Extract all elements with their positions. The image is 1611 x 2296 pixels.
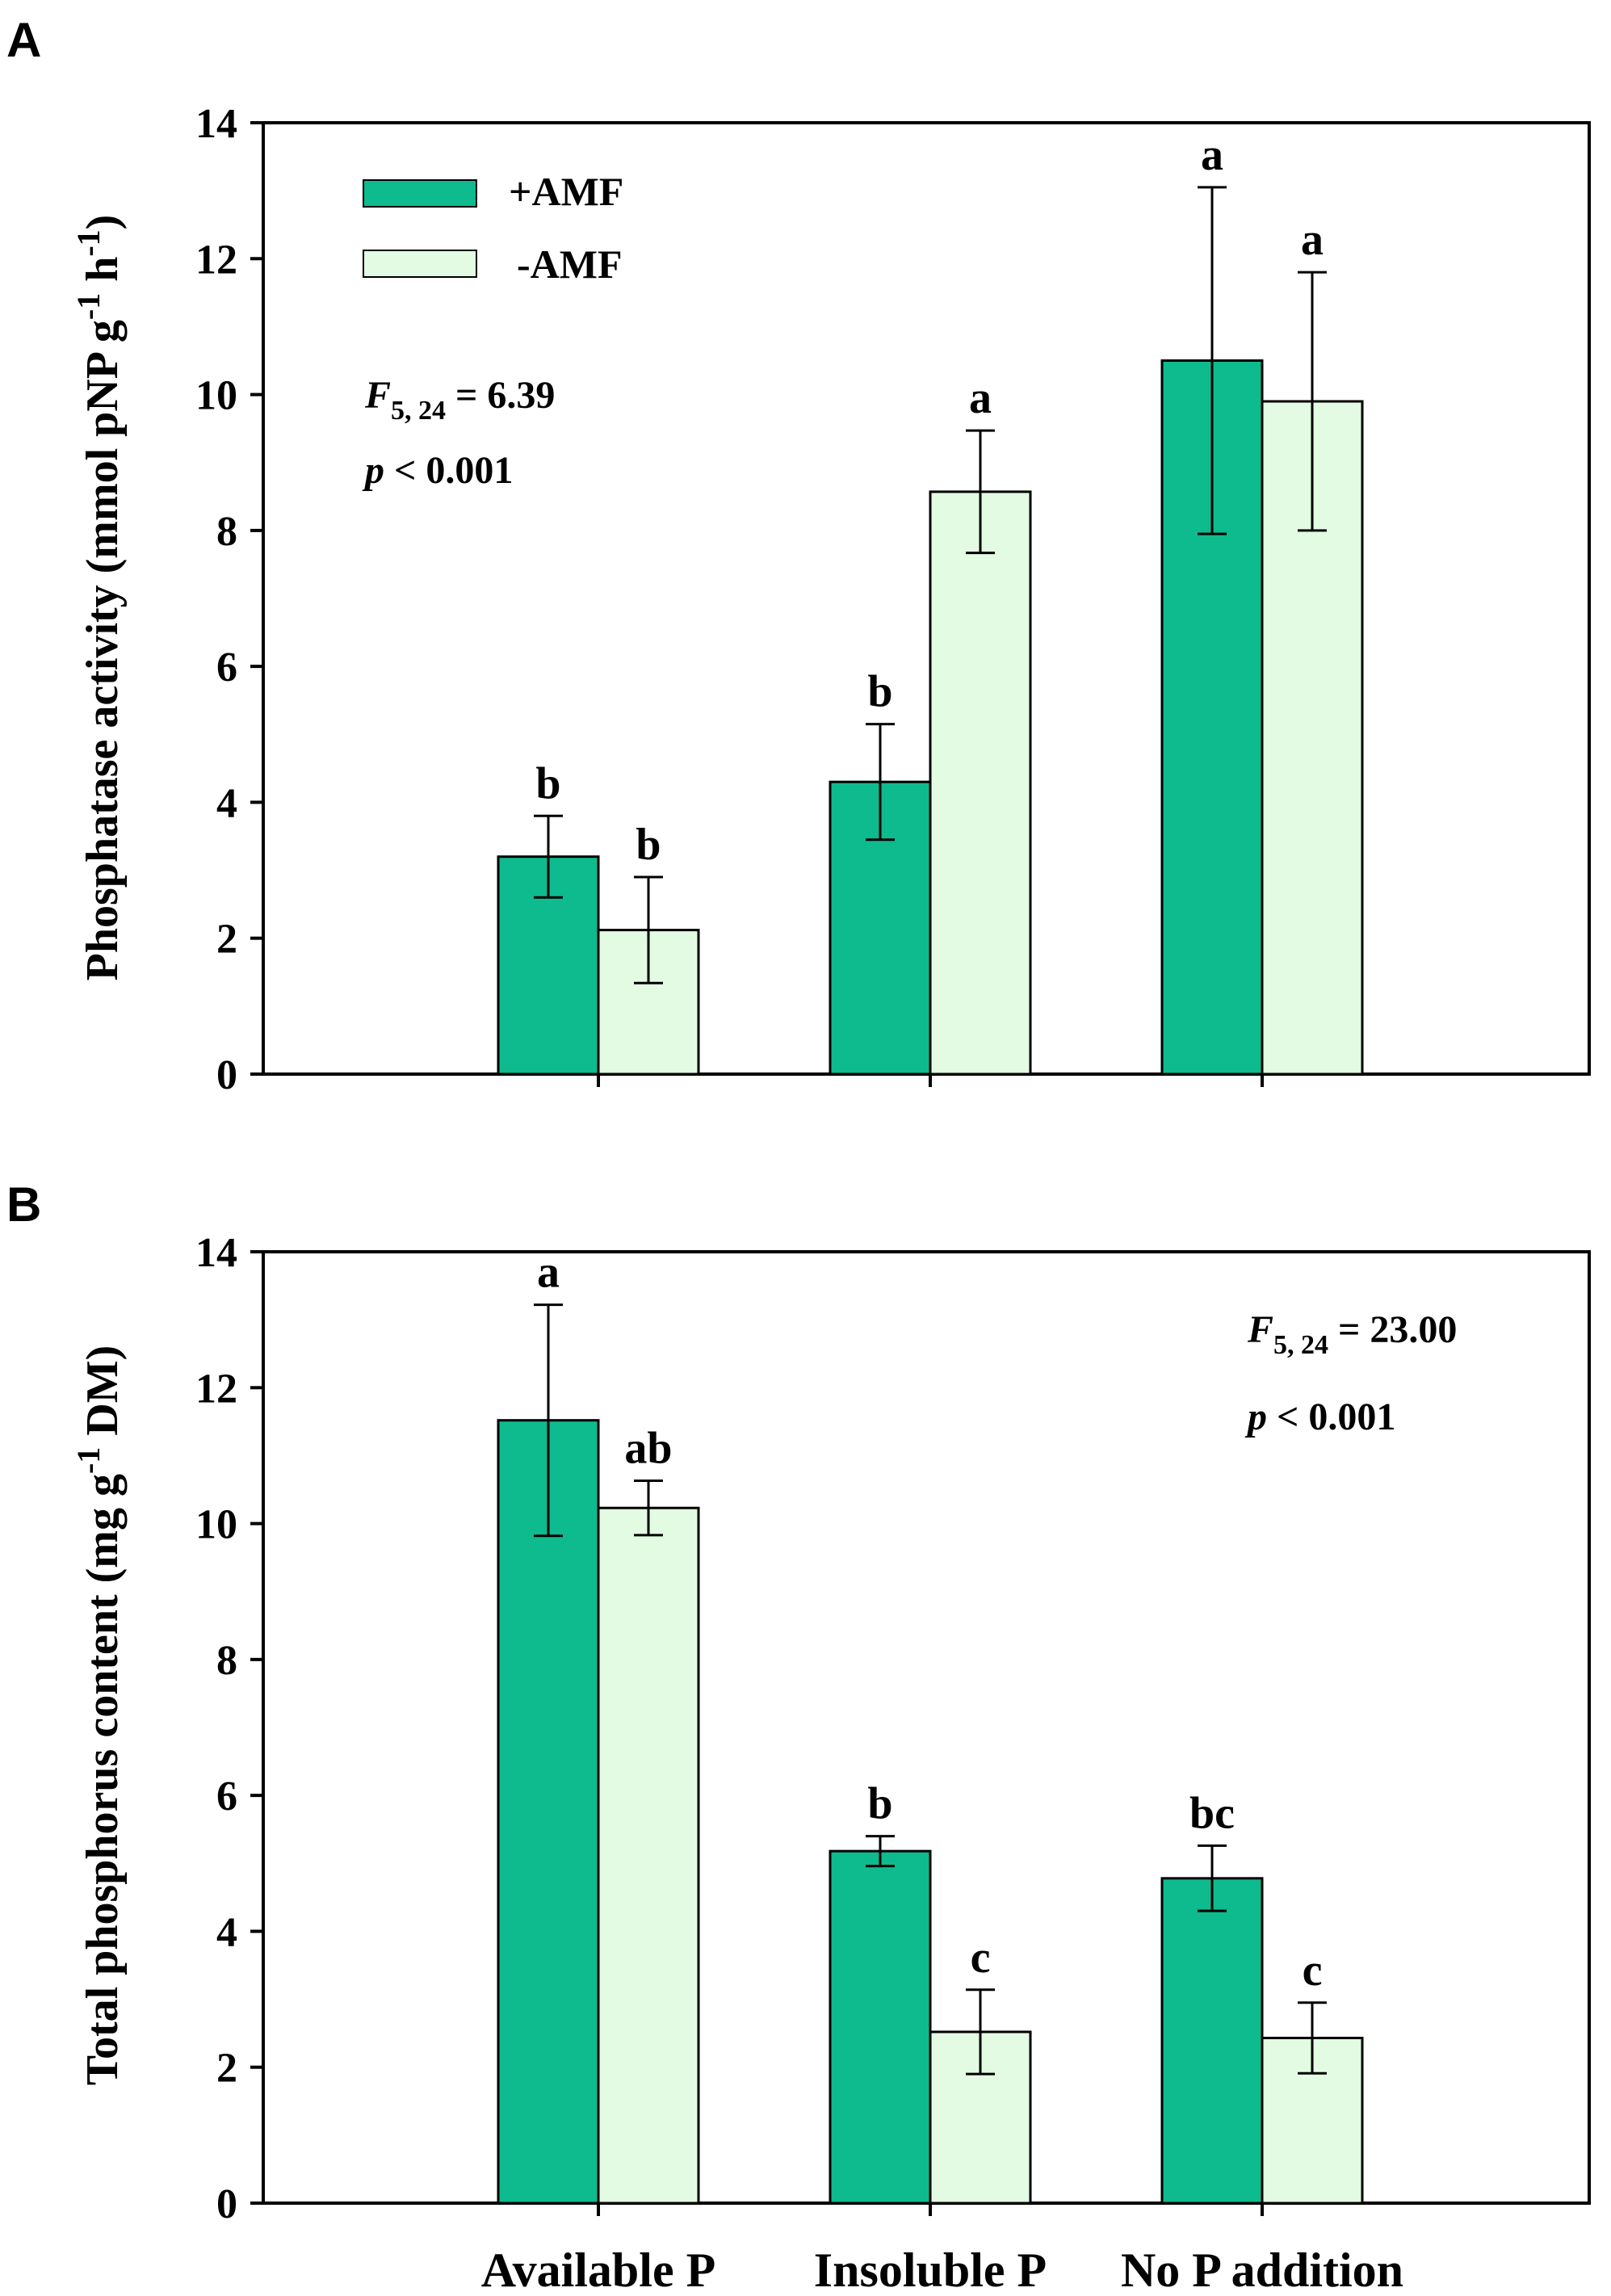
panel-a-significance-letter: a bbox=[969, 373, 992, 423]
panel-b-label: B bbox=[6, 1177, 41, 1232]
panel-b-significance-letter: c bbox=[1303, 1946, 1323, 1996]
panel-b-error-bars bbox=[534, 1303, 1327, 2076]
panel-a-significance-letter: b bbox=[867, 667, 892, 717]
panel-a-significance-letter: a bbox=[1201, 130, 1223, 180]
panel-b-significance-letter: bc bbox=[1189, 1788, 1235, 1838]
panel-b-y-tick-label: 2 bbox=[216, 2046, 237, 2092]
panel-a-significance-letter: a bbox=[1301, 215, 1324, 265]
legend-swatch-minus-amf bbox=[363, 250, 477, 278]
panel-b-x-axis: Available P Insoluble P No P addition bbox=[481, 2203, 1403, 2296]
panel-b-bars bbox=[497, 1419, 1364, 2205]
panel-a: A Phosphatase activity (mmol pNP g-1 h-1… bbox=[6, 13, 1591, 1098]
x-category-label: Insoluble P bbox=[814, 2244, 1047, 2296]
panel-b-p-value: p < 0.001 bbox=[1244, 1396, 1395, 1438]
panel-b-bar-plus-amf bbox=[497, 1419, 600, 2205]
panel-b-y-tick-label: 8 bbox=[216, 1638, 237, 1684]
panel-b-y-axis: 0 2 4 6 8 10 12 14 bbox=[195, 1230, 263, 2227]
panel-b-y-axis-label: Total phosphorus content (mg g-1 DM) bbox=[70, 1345, 128, 2085]
panel-a-f-statistic: F5, 24 = 6.39 bbox=[364, 374, 555, 426]
legend-label-minus-amf: -AMF bbox=[517, 241, 623, 287]
panel-a-significance-letters: b b a b a a bbox=[535, 130, 1324, 870]
panel-b-significance-letter: ab bbox=[624, 1424, 672, 1474]
panel-b-y-tick-label: 12 bbox=[195, 1366, 237, 1412]
panel-b-bar-plus-amf bbox=[829, 1849, 932, 2205]
panel-b-y-tick-label: 0 bbox=[216, 2181, 237, 2227]
panel-a-y-axis-label: Phosphatase activity (mmol pNP g-1 h-1) bbox=[70, 215, 128, 981]
legend-label-plus-amf: +AMF bbox=[509, 169, 623, 214]
legend-swatch-plus-amf bbox=[363, 179, 477, 208]
panel-b-statistics: F5, 24 = 23.00 p < 0.001 bbox=[1244, 1308, 1457, 1438]
panel-b-bar-minus-amf bbox=[597, 1506, 700, 2205]
panel-a-y-tick-label: 8 bbox=[216, 509, 237, 555]
panel-b-y-tick-label: 14 bbox=[195, 1230, 237, 1276]
panel-a-error-bars bbox=[534, 186, 1327, 984]
panel-a-y-axis: 0 2 4 6 8 10 12 14 bbox=[195, 101, 263, 1098]
panel-a-p-value: p < 0.001 bbox=[362, 449, 513, 492]
panel-b-f-statistic: F5, 24 = 23.00 bbox=[1247, 1308, 1457, 1360]
panel-a-bars bbox=[497, 359, 1364, 1076]
panel-a-statistics: F5, 24 = 6.39 p < 0.001 bbox=[362, 374, 555, 492]
panel-a-significance-letter: b bbox=[535, 758, 560, 808]
panel-b-significance-letter: c bbox=[971, 1933, 991, 1983]
panel-b-y-tick-label: 10 bbox=[195, 1502, 237, 1548]
panel-a-y-tick-label: 14 bbox=[195, 101, 237, 147]
panel-a-significance-letter: b bbox=[636, 820, 661, 870]
panel-a-y-tick-label: 12 bbox=[195, 237, 237, 283]
panel-b-bar-plus-amf bbox=[1160, 1877, 1264, 2205]
panel-a-y-tick-label: 0 bbox=[216, 1052, 237, 1098]
panel-a-x-axis bbox=[597, 1074, 1264, 1087]
panel-a-label: A bbox=[6, 13, 41, 67]
panel-a-y-tick-label: 6 bbox=[216, 644, 237, 690]
x-category-label: No P addition bbox=[1121, 2244, 1403, 2296]
panel-a-bar-minus-amf bbox=[929, 490, 1032, 1076]
panel-a-y-tick-label: 4 bbox=[216, 780, 237, 826]
panel-a-y-tick-label: 2 bbox=[216, 917, 237, 963]
panel-b-significance-letter: b bbox=[867, 1779, 892, 1829]
panel-a-y-tick-label: 10 bbox=[195, 373, 237, 419]
panel-b: B Total phosphorus content (mg g-1 DM) 0… bbox=[6, 1177, 1591, 2296]
panel-b-y-tick-label: 4 bbox=[216, 1909, 237, 1955]
x-category-label: Available P bbox=[481, 2244, 716, 2296]
panel-b-y-tick-label: 6 bbox=[216, 1773, 237, 1820]
panel-b-significance-letter: a bbox=[537, 1248, 560, 1298]
legend: +AMF -AMF bbox=[363, 169, 623, 287]
